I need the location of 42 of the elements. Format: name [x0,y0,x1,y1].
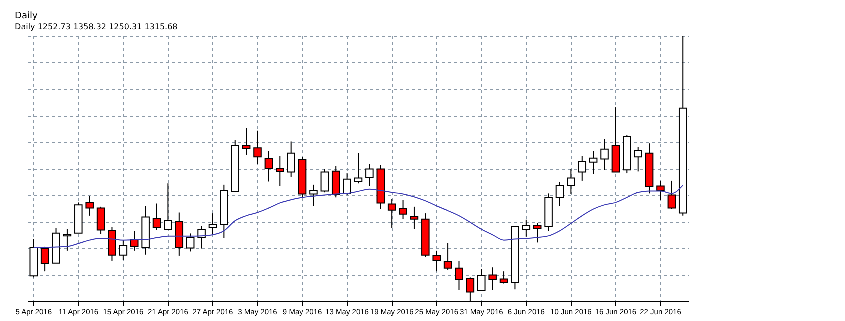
candlestick [668,180,676,210]
candlestick [444,242,452,271]
candlestick [152,203,162,231]
candlestick [410,206,419,230]
candlestick [186,233,195,252]
candlestick [198,226,206,250]
candlestick [264,150,274,182]
candlestick [276,156,284,187]
candlestick [634,146,642,172]
candlestick [578,156,587,182]
candlestick [366,164,374,186]
candlestick [432,250,441,272]
candlestick [354,152,363,184]
candlestick [343,173,352,196]
candlestick [589,150,598,175]
candlestick [567,168,576,195]
candlestick [332,166,340,198]
candlestick [600,138,609,171]
chart-title: Daily [15,12,38,22]
candlestick [399,200,408,220]
candlestick [242,128,251,156]
candlestick [500,271,508,284]
candlestick [96,206,106,235]
candlestick [656,180,665,201]
candlestick [208,213,218,236]
candlestick [533,222,542,244]
candlestick [164,183,172,231]
candlestick [310,184,318,207]
candlestick [320,168,330,194]
candlestick [388,198,396,229]
candlestick [522,219,531,238]
candlestick [40,246,50,272]
candlestick [477,268,486,292]
candlestick [254,130,262,165]
text: Daily 1252.73 1358.32 1250.31 1315.68 [15,22,178,32]
candlestick [86,196,94,216]
candlestick [287,141,296,178]
candlestick [63,228,72,252]
candlestick [119,240,128,261]
candlestick [488,267,497,291]
candlestick [556,182,564,207]
candlestick [455,260,464,291]
